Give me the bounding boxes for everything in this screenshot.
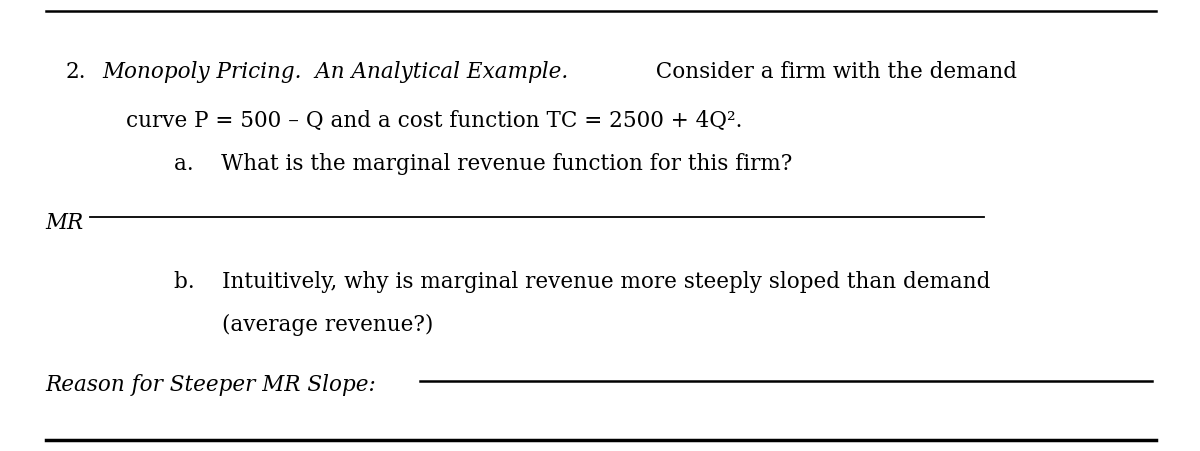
- Text: 2.: 2.: [66, 61, 86, 83]
- Text: (average revenue?): (average revenue?): [222, 313, 433, 336]
- Text: Monopoly Pricing.  An Analytical Example.: Monopoly Pricing. An Analytical Example.: [102, 61, 569, 83]
- Text: Reason for Steeper MR Slope:: Reason for Steeper MR Slope:: [46, 374, 377, 396]
- Text: a.    What is the marginal revenue function for this firm?: a. What is the marginal revenue function…: [174, 153, 792, 175]
- Text: curve P = 500 – Q and a cost function TC = 2500 + 4Q².: curve P = 500 – Q and a cost function TC…: [126, 110, 743, 133]
- Text: Consider a firm with the demand: Consider a firm with the demand: [642, 61, 1018, 83]
- Text: b.    Intuitively, why is marginal revenue more steeply sloped than demand: b. Intuitively, why is marginal revenue …: [174, 271, 990, 293]
- Text: MR: MR: [46, 212, 84, 234]
